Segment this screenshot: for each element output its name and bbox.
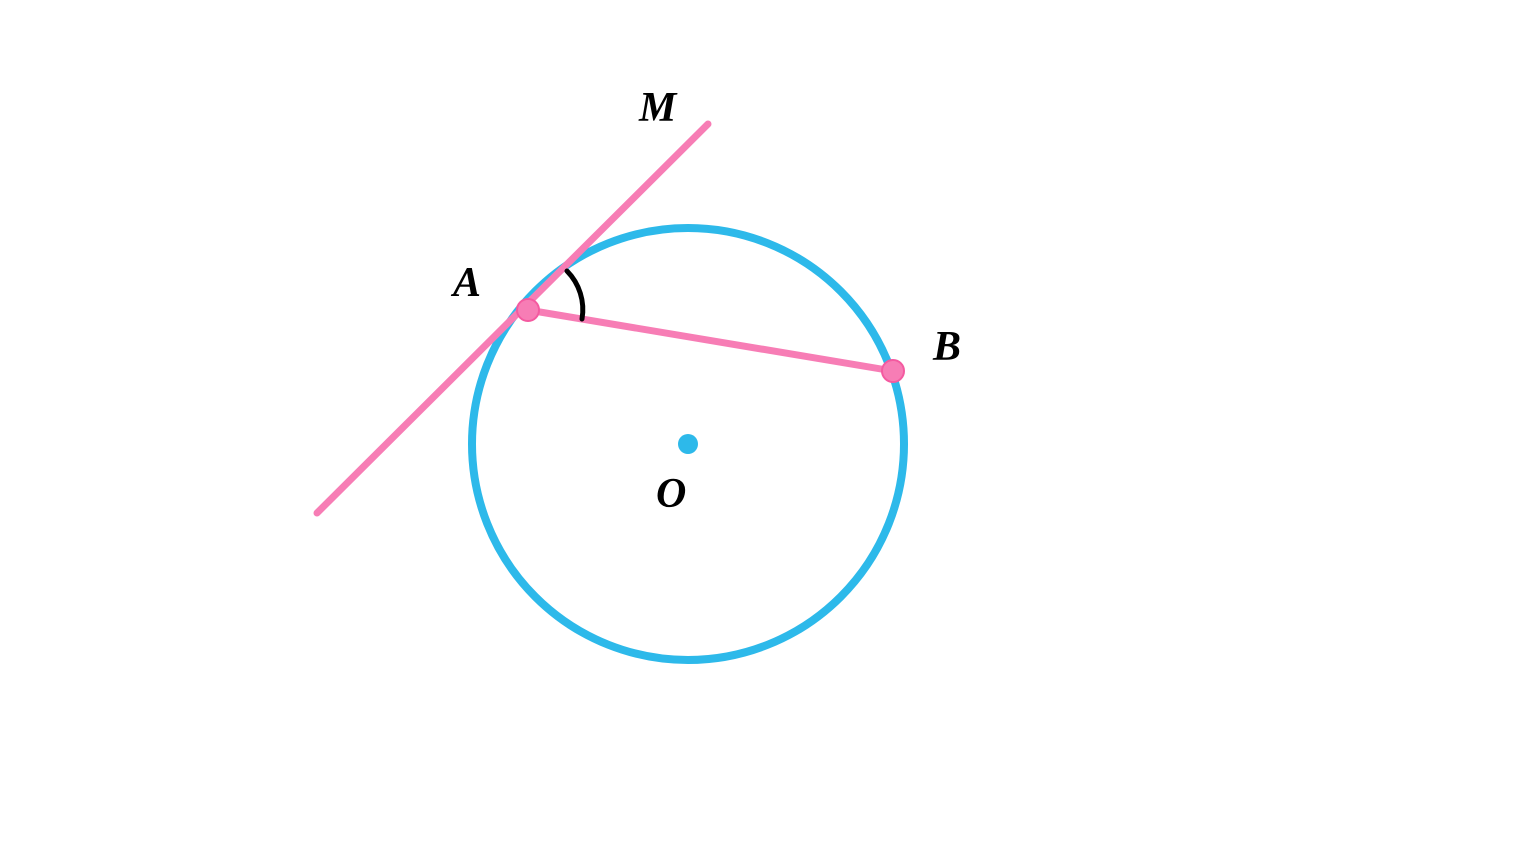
angle-arc-mab bbox=[567, 271, 583, 319]
label-a: A bbox=[453, 259, 481, 307]
geometry-diagram bbox=[0, 0, 1536, 864]
center-point-o bbox=[678, 434, 698, 454]
label-b: B bbox=[933, 323, 961, 371]
point-b bbox=[882, 360, 904, 382]
label-o: O bbox=[656, 470, 686, 518]
point-a bbox=[517, 299, 539, 321]
tangent-line-am bbox=[317, 124, 708, 513]
label-m: M bbox=[639, 84, 676, 132]
